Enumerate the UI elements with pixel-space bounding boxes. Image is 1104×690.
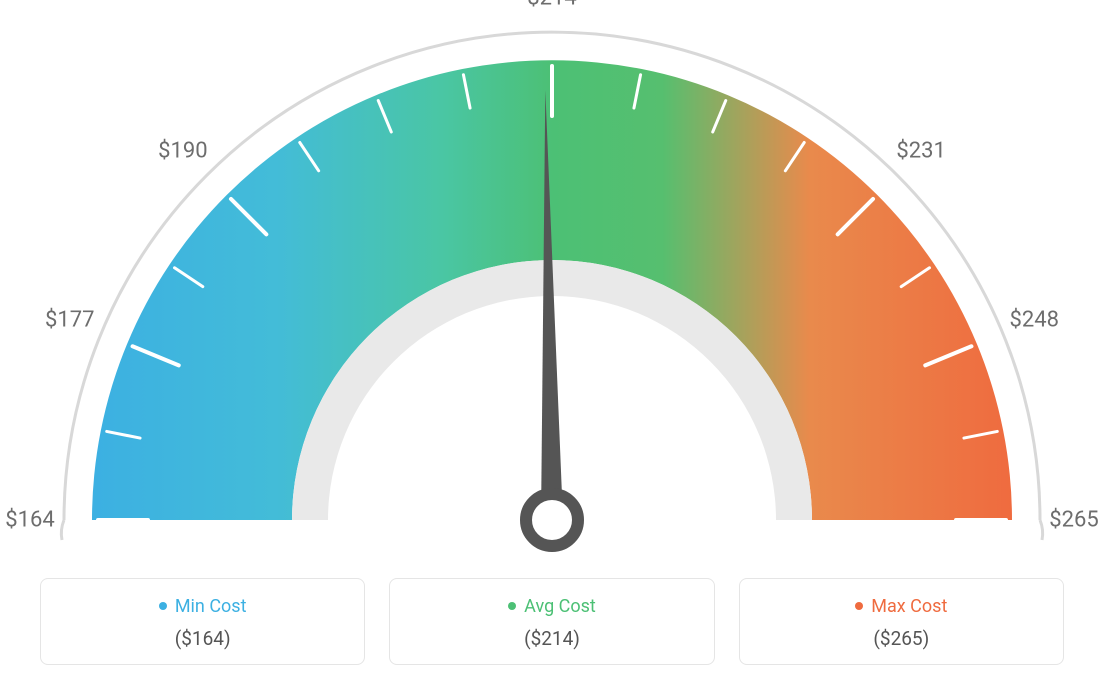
- legend-min: Min Cost ($164): [40, 578, 365, 665]
- gauge-tick-label: $190: [158, 138, 207, 163]
- legend-avg-label: Avg Cost: [524, 596, 596, 617]
- gauge-tick-label: $164: [5, 508, 54, 533]
- legend-max: Max Cost ($265): [739, 578, 1064, 665]
- legend-max-title: Max Cost: [855, 596, 947, 617]
- legend-max-label: Max Cost: [871, 596, 947, 617]
- cost-gauge: $164 $177 $190 $214 $231 $248 $265: [0, 0, 1104, 570]
- dot-icon: [159, 602, 167, 610]
- gauge-tick-label: $248: [1010, 308, 1059, 333]
- legend-avg-title: Avg Cost: [508, 596, 596, 617]
- gauge-tick-label: $214: [527, 0, 576, 11]
- legend-avg: Avg Cost ($214): [389, 578, 714, 665]
- legend-max-value: ($265): [752, 627, 1051, 650]
- legend-min-title: Min Cost: [159, 596, 247, 617]
- legend: Min Cost ($164) Avg Cost ($214) Max Cost…: [0, 578, 1104, 665]
- gauge-tick-label: $265: [1049, 508, 1098, 533]
- legend-min-value: ($164): [53, 627, 352, 650]
- legend-avg-value: ($214): [402, 627, 701, 650]
- dot-icon: [508, 602, 516, 610]
- legend-min-label: Min Cost: [175, 596, 247, 617]
- gauge-tick-label: $177: [45, 308, 94, 333]
- dot-icon: [855, 602, 863, 610]
- gauge-tick-label: $231: [896, 138, 945, 163]
